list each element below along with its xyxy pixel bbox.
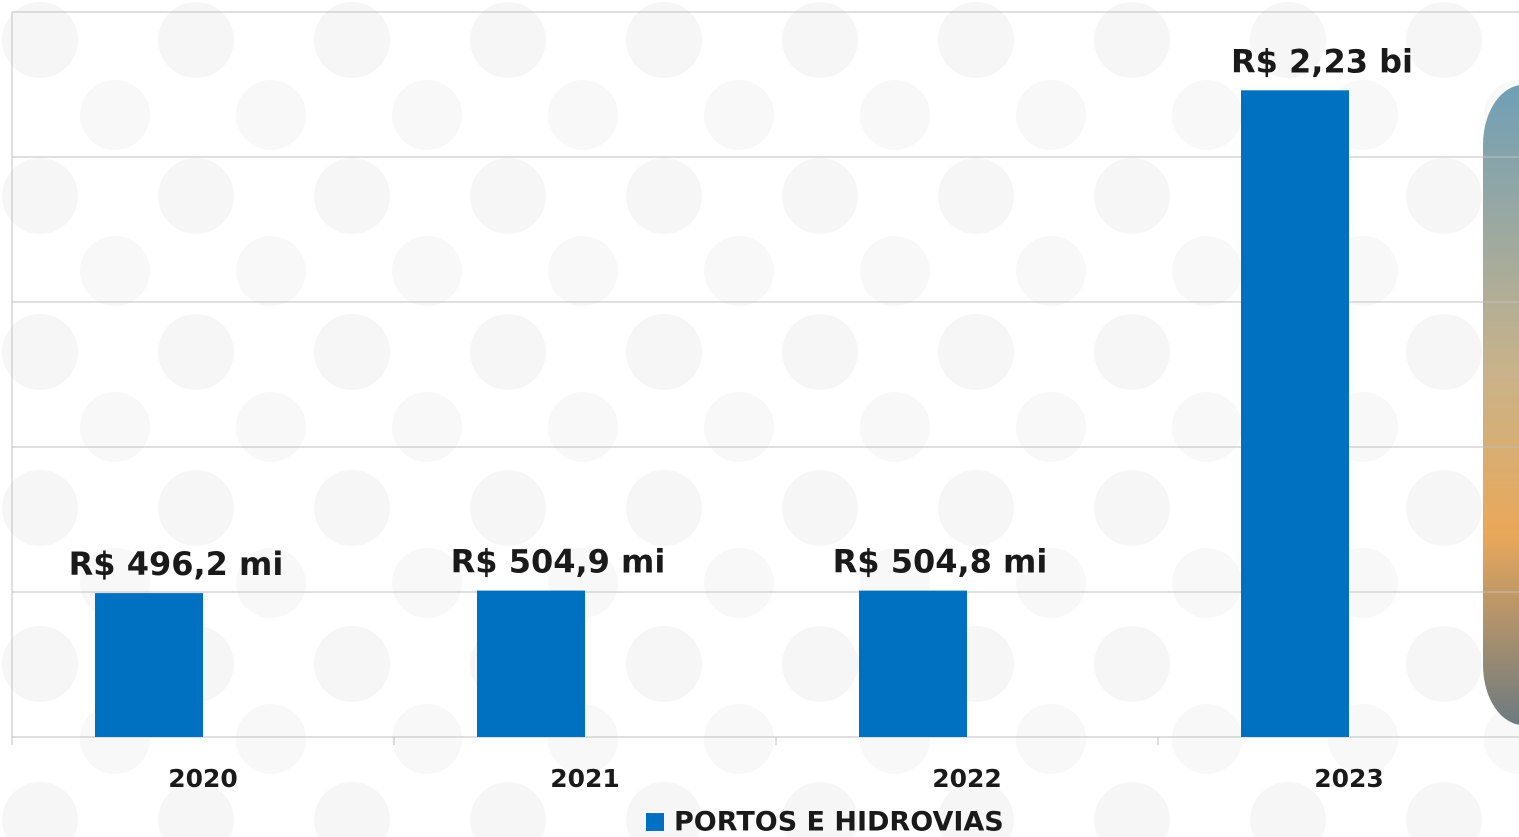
bar <box>95 593 203 737</box>
bar <box>477 590 585 737</box>
bar <box>859 590 967 737</box>
data-label: R$ 496,2 mi <box>69 545 284 583</box>
photo-decoration <box>1483 85 1519 725</box>
data-label: R$ 2,23 bi <box>1231 42 1413 80</box>
legend-swatch <box>646 813 664 831</box>
data-label: R$ 504,8 mi <box>833 543 1048 581</box>
x-tick-label: 2021 <box>550 764 620 793</box>
bar <box>1241 90 1349 738</box>
x-tick-label: 2020 <box>168 764 238 793</box>
data-label: R$ 504,9 mi <box>451 543 666 581</box>
x-tick-label: 2023 <box>1314 764 1384 793</box>
legend-label: PORTOS E HIDROVIAS <box>674 807 1004 837</box>
x-tick-label: 2022 <box>932 764 1002 793</box>
